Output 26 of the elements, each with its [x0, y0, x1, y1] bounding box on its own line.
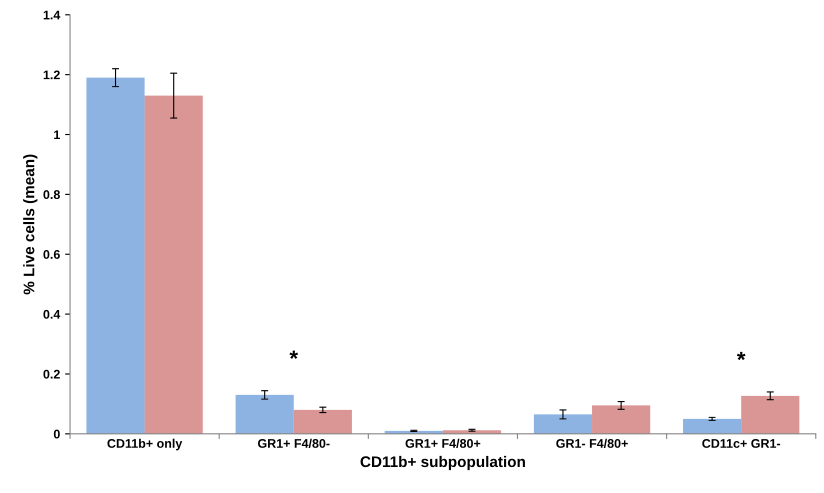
y-tick-label: 0.6 [43, 250, 60, 259]
bar [534, 414, 592, 434]
x-tick-label: GR1- F4/80+ [556, 438, 628, 448]
y-tick-label: 0.8 [43, 190, 60, 200]
bar [683, 418, 742, 434]
x-tick-label: CD11b+ only [107, 438, 182, 450]
x-tick-label: GR1+ F4/80- [258, 438, 330, 448]
x-tick-label: CD11c+ GR1- [702, 439, 780, 448]
bar [144, 96, 203, 434]
y-tick-label: 1 [54, 130, 60, 140]
y-axis-title: % Live cells (mean) [23, 154, 38, 294]
y-tick-label: 0 [54, 430, 60, 438]
annotation: * [289, 350, 298, 359]
y-tick-label: 0.2 [43, 370, 60, 379]
y-tick-label: 0.4 [43, 310, 60, 319]
bar [236, 394, 294, 434]
x-axis-title: CD11b+ subpopulation [360, 456, 525, 470]
bar [741, 396, 800, 434]
y-tick-label: 1.2 [44, 70, 60, 80]
bar [294, 410, 352, 434]
bar [86, 78, 145, 434]
bar [442, 430, 502, 434]
y-tick-label: 1.4 [44, 10, 60, 20]
bar [592, 405, 650, 434]
x-tick-label: GR1+ F4/80+ [406, 438, 480, 448]
annotation: * [736, 352, 746, 360]
